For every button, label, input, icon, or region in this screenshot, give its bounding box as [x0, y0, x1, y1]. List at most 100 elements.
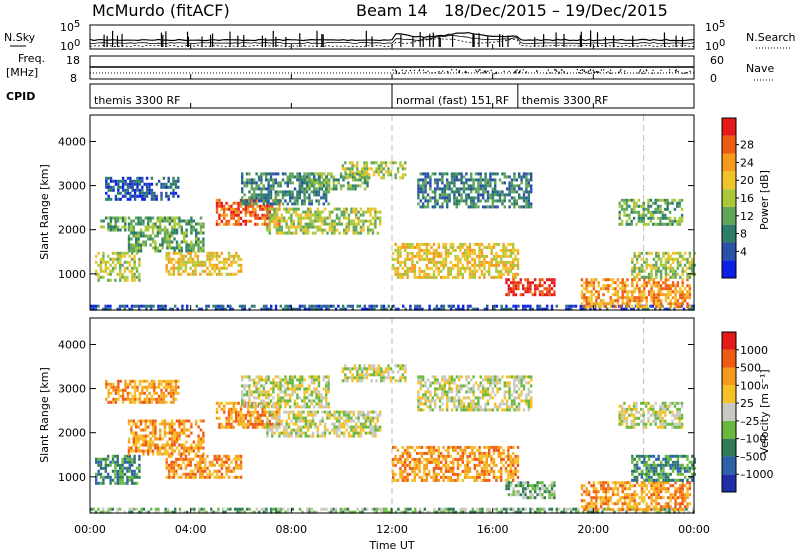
echo-cell [242, 425, 245, 429]
echo-cell [373, 307, 376, 311]
echo-cell [291, 175, 294, 179]
echo-cell [469, 304, 472, 308]
echo-cell [194, 263, 197, 267]
echo-cell [686, 302, 689, 306]
echo-cell [355, 210, 358, 214]
echo-cell [197, 231, 200, 235]
echo-cell [172, 176, 175, 180]
echo-cell [317, 381, 321, 385]
echo-cell [325, 193, 328, 197]
echo-cell [198, 307, 201, 311]
echo-cell [227, 463, 231, 467]
echo-cell [657, 287, 660, 291]
nave-dot [657, 72, 659, 74]
echo-cell [253, 187, 256, 191]
echo-cell [640, 305, 644, 309]
echo-cell [111, 257, 115, 261]
echo-cell [458, 178, 461, 182]
echo-cell [141, 388, 144, 392]
echo-cell [303, 393, 306, 397]
echo-cell [168, 231, 171, 235]
echo-cell [167, 385, 170, 389]
echo-cell [248, 196, 251, 200]
echo-cell [260, 187, 263, 191]
nave-dot [441, 70, 444, 72]
echo-cell [218, 416, 221, 420]
echo-cell [465, 202, 468, 206]
echo-cell [411, 266, 414, 270]
echo-cell [352, 207, 355, 211]
echo-cell [414, 307, 417, 311]
echo-cell [507, 254, 510, 258]
echo-cell [635, 296, 639, 300]
echo-cell [151, 449, 155, 453]
echo-cell [272, 384, 275, 388]
echo-cell [394, 307, 398, 311]
echo-cell [678, 510, 681, 514]
echo-cell [203, 463, 207, 467]
echo-cell [261, 401, 264, 405]
echo-cell [382, 307, 386, 311]
echo-cell [408, 242, 412, 246]
echo-cell [631, 269, 634, 273]
echo-cell [296, 172, 299, 176]
echo-cell [399, 248, 402, 252]
echo-cell [447, 275, 450, 279]
echo-cell [172, 269, 176, 273]
echo-cell [325, 307, 328, 311]
echo-cell [135, 440, 138, 444]
echo-cell [327, 510, 330, 514]
echo-cell [638, 305, 641, 309]
echo-cell [290, 222, 293, 226]
echo-cell [320, 175, 324, 179]
echo-cell [470, 187, 473, 191]
echo-cell [187, 452, 191, 456]
echo-cell [385, 507, 388, 511]
echo-cell [325, 178, 328, 182]
echo-cell [343, 228, 346, 232]
echo-cell [132, 422, 135, 426]
echo-cell [114, 400, 118, 404]
echo-cell [174, 510, 177, 514]
echo-cell [307, 207, 310, 211]
echo-cell [626, 299, 629, 303]
echo-cell [109, 460, 112, 464]
echo-cell [301, 187, 304, 191]
echo-cell [372, 161, 376, 165]
echo-cell [436, 178, 439, 182]
echo-cell [199, 228, 203, 232]
nave-dot [589, 72, 591, 75]
echo-cell [277, 510, 280, 514]
echo-cell [483, 245, 486, 249]
echo-cell [247, 410, 250, 414]
echo-cell [272, 381, 275, 385]
nave-dot [597, 71, 599, 73]
echo-cell [495, 507, 498, 511]
echo-cell [260, 178, 263, 182]
echo-cell [352, 231, 355, 235]
echo-cell [491, 193, 494, 197]
echo-cell [638, 278, 641, 282]
echo-cell [179, 454, 183, 458]
echo-cell [504, 254, 508, 258]
echo-cell [265, 175, 268, 179]
echo-cell [274, 384, 277, 388]
echo-cell [627, 304, 630, 308]
echo-cell [187, 243, 191, 247]
echo-cell [269, 193, 273, 197]
echo-cell [298, 307, 302, 311]
echo-cell [262, 390, 265, 394]
echo-cell [303, 304, 306, 308]
echo-cell [513, 172, 516, 176]
echo-cell [425, 257, 428, 261]
echo-cell [362, 219, 365, 223]
echo-cell [135, 251, 139, 255]
echo-cell [256, 204, 259, 208]
echo-cell [530, 175, 533, 179]
echo-cell [297, 225, 300, 229]
echo-cell [667, 284, 670, 288]
nave-dot [620, 69, 622, 71]
echo-cell [156, 249, 159, 253]
echo-cell [282, 307, 285, 311]
echo-cell [171, 234, 174, 238]
